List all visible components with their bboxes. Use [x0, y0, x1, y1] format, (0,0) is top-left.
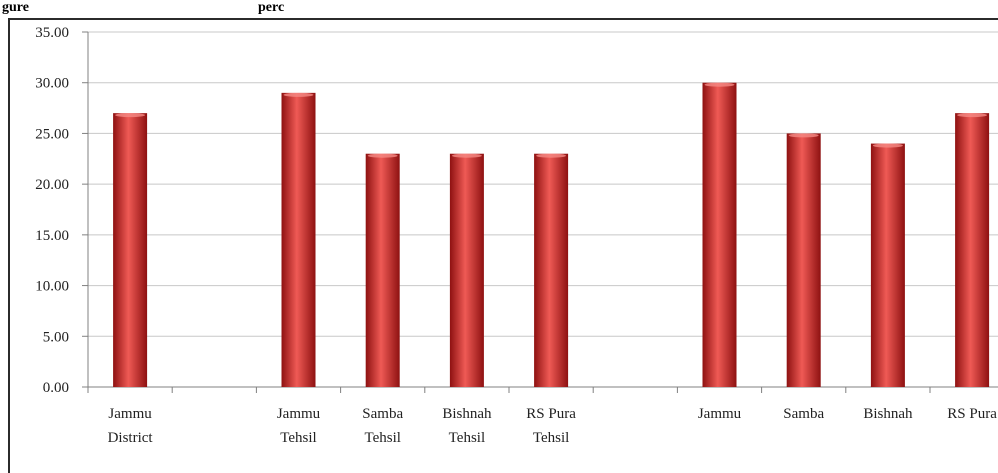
- x-category-label: Tehsil: [449, 430, 485, 446]
- bar-top-highlight: [367, 153, 398, 158]
- y-tick-label: 25.00: [35, 126, 69, 142]
- bar: [534, 153, 569, 387]
- y-tick-label: 20.00: [35, 177, 69, 193]
- bar-top-highlight: [451, 153, 482, 158]
- bar: [786, 133, 821, 387]
- x-category-label: RS Pura: [526, 406, 576, 422]
- bars: [113, 82, 990, 388]
- x-category-label: Bishnah: [863, 406, 913, 422]
- x-category-label: Jammu: [277, 406, 321, 422]
- y-axis-tick-labels: 0.00 5.00 10.00 15.00 20.00 25.00 30.00 35.00: [35, 25, 69, 396]
- bar: [281, 92, 316, 387]
- bar: [702, 82, 737, 387]
- bar-top-highlight: [536, 153, 567, 158]
- bar-top-highlight: [788, 133, 819, 138]
- x-category-label: Tehsil: [533, 430, 569, 446]
- x-category-label: Samba: [362, 406, 403, 422]
- y-tick-label: 5.00: [43, 329, 69, 345]
- bar-top-highlight: [115, 113, 146, 118]
- y-tick-label: 0.00: [43, 380, 69, 396]
- x-category-label: RS Pura: [947, 406, 997, 422]
- x-category-label: Samba: [783, 406, 824, 422]
- x-category-label: Tehsil: [364, 430, 400, 446]
- x-axis-category-labels: Jammu District Jammu Tehsil Samba Tehsil Bishn…: [108, 406, 998, 446]
- bar-top-highlight: [957, 113, 988, 118]
- x-category-label: Tehsil: [280, 430, 316, 446]
- y-tick-label: 35.00: [35, 25, 69, 41]
- x-category-label: District: [108, 430, 154, 446]
- bar: [955, 113, 990, 388]
- bar-top-highlight: [704, 82, 735, 87]
- y-tick-label: 15.00: [35, 228, 69, 244]
- x-category-label: Jammu: [108, 406, 152, 422]
- bar: [365, 153, 400, 387]
- x-category-label: Jammu: [698, 406, 742, 422]
- y-tick-label: 30.00: [35, 76, 69, 92]
- chart-frame: [8, 18, 998, 473]
- y-tick-label: 10.00: [35, 279, 69, 295]
- x-category-label: Bishnah: [442, 406, 492, 422]
- bar: [449, 153, 484, 387]
- bar: [113, 113, 148, 388]
- bar: [870, 143, 905, 387]
- bar-top-highlight: [872, 143, 903, 148]
- caption-right: perc: [258, 0, 284, 15]
- caption-left: gure: [2, 0, 29, 15]
- bar-top-highlight: [283, 92, 314, 97]
